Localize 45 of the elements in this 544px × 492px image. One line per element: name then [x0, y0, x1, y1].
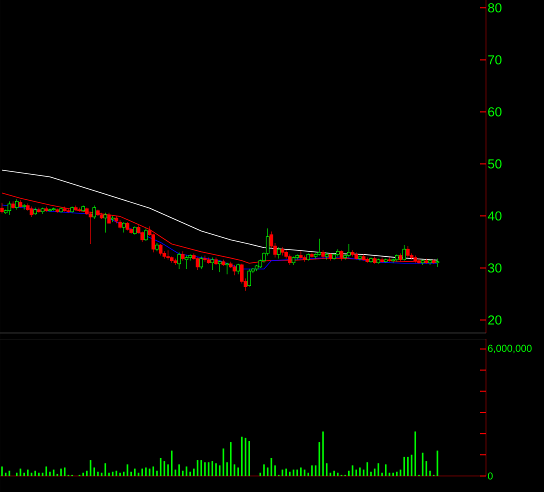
candlestick: [318, 238, 322, 256]
candlestick: [14, 198, 19, 210]
line-series: [2, 204, 438, 270]
candlestick: [174, 258, 178, 266]
candlestick: [92, 205, 96, 220]
candlestick: [236, 263, 240, 274]
y-tick-label: 40: [488, 211, 502, 221]
candlestick: [276, 246, 281, 259]
candlestick: [428, 259, 432, 266]
candlestick: [104, 212, 108, 233]
candlestick: [406, 246, 410, 258]
candlestick: [350, 250, 354, 257]
y-tick-label: 80: [488, 3, 502, 12]
y-tick-label: 60: [488, 107, 502, 116]
candlestick: [181, 251, 185, 261]
candlestick: [107, 212, 111, 224]
candlestick: [8, 201, 12, 216]
y-tick-label: 20: [488, 315, 502, 325]
candlestick: [88, 211, 92, 244]
candlestick: [203, 255, 207, 262]
candlestick: [402, 244, 406, 261]
candlestick: [177, 252, 181, 270]
candlestick: [199, 256, 204, 270]
candlestick: [340, 250, 344, 261]
y-tick-label: 50: [488, 159, 502, 168]
candlestick: [144, 228, 148, 242]
y-tick-label: 6,000,000: [488, 344, 532, 354]
y-tick-label: 30: [488, 263, 502, 273]
y-tick-label: 70: [488, 55, 502, 64]
candlestick: [232, 264, 236, 276]
y-tick-label: 0: [488, 472, 493, 480]
candlestick: [210, 257, 214, 270]
candlestick: [184, 255, 188, 270]
candlestick: [196, 257, 200, 270]
candlestick: [218, 260, 222, 272]
candlestick: [0, 202, 4, 214]
candlestick: [158, 244, 162, 256]
candlestick: [247, 268, 252, 287]
candlestick: [347, 244, 351, 258]
candlestick: [30, 206, 34, 218]
candlestick: [225, 262, 229, 274]
candlestick: [48, 208, 52, 212]
candlestick: [122, 222, 126, 233]
candlestick: [280, 246, 284, 256]
candlestick: [166, 250, 170, 260]
